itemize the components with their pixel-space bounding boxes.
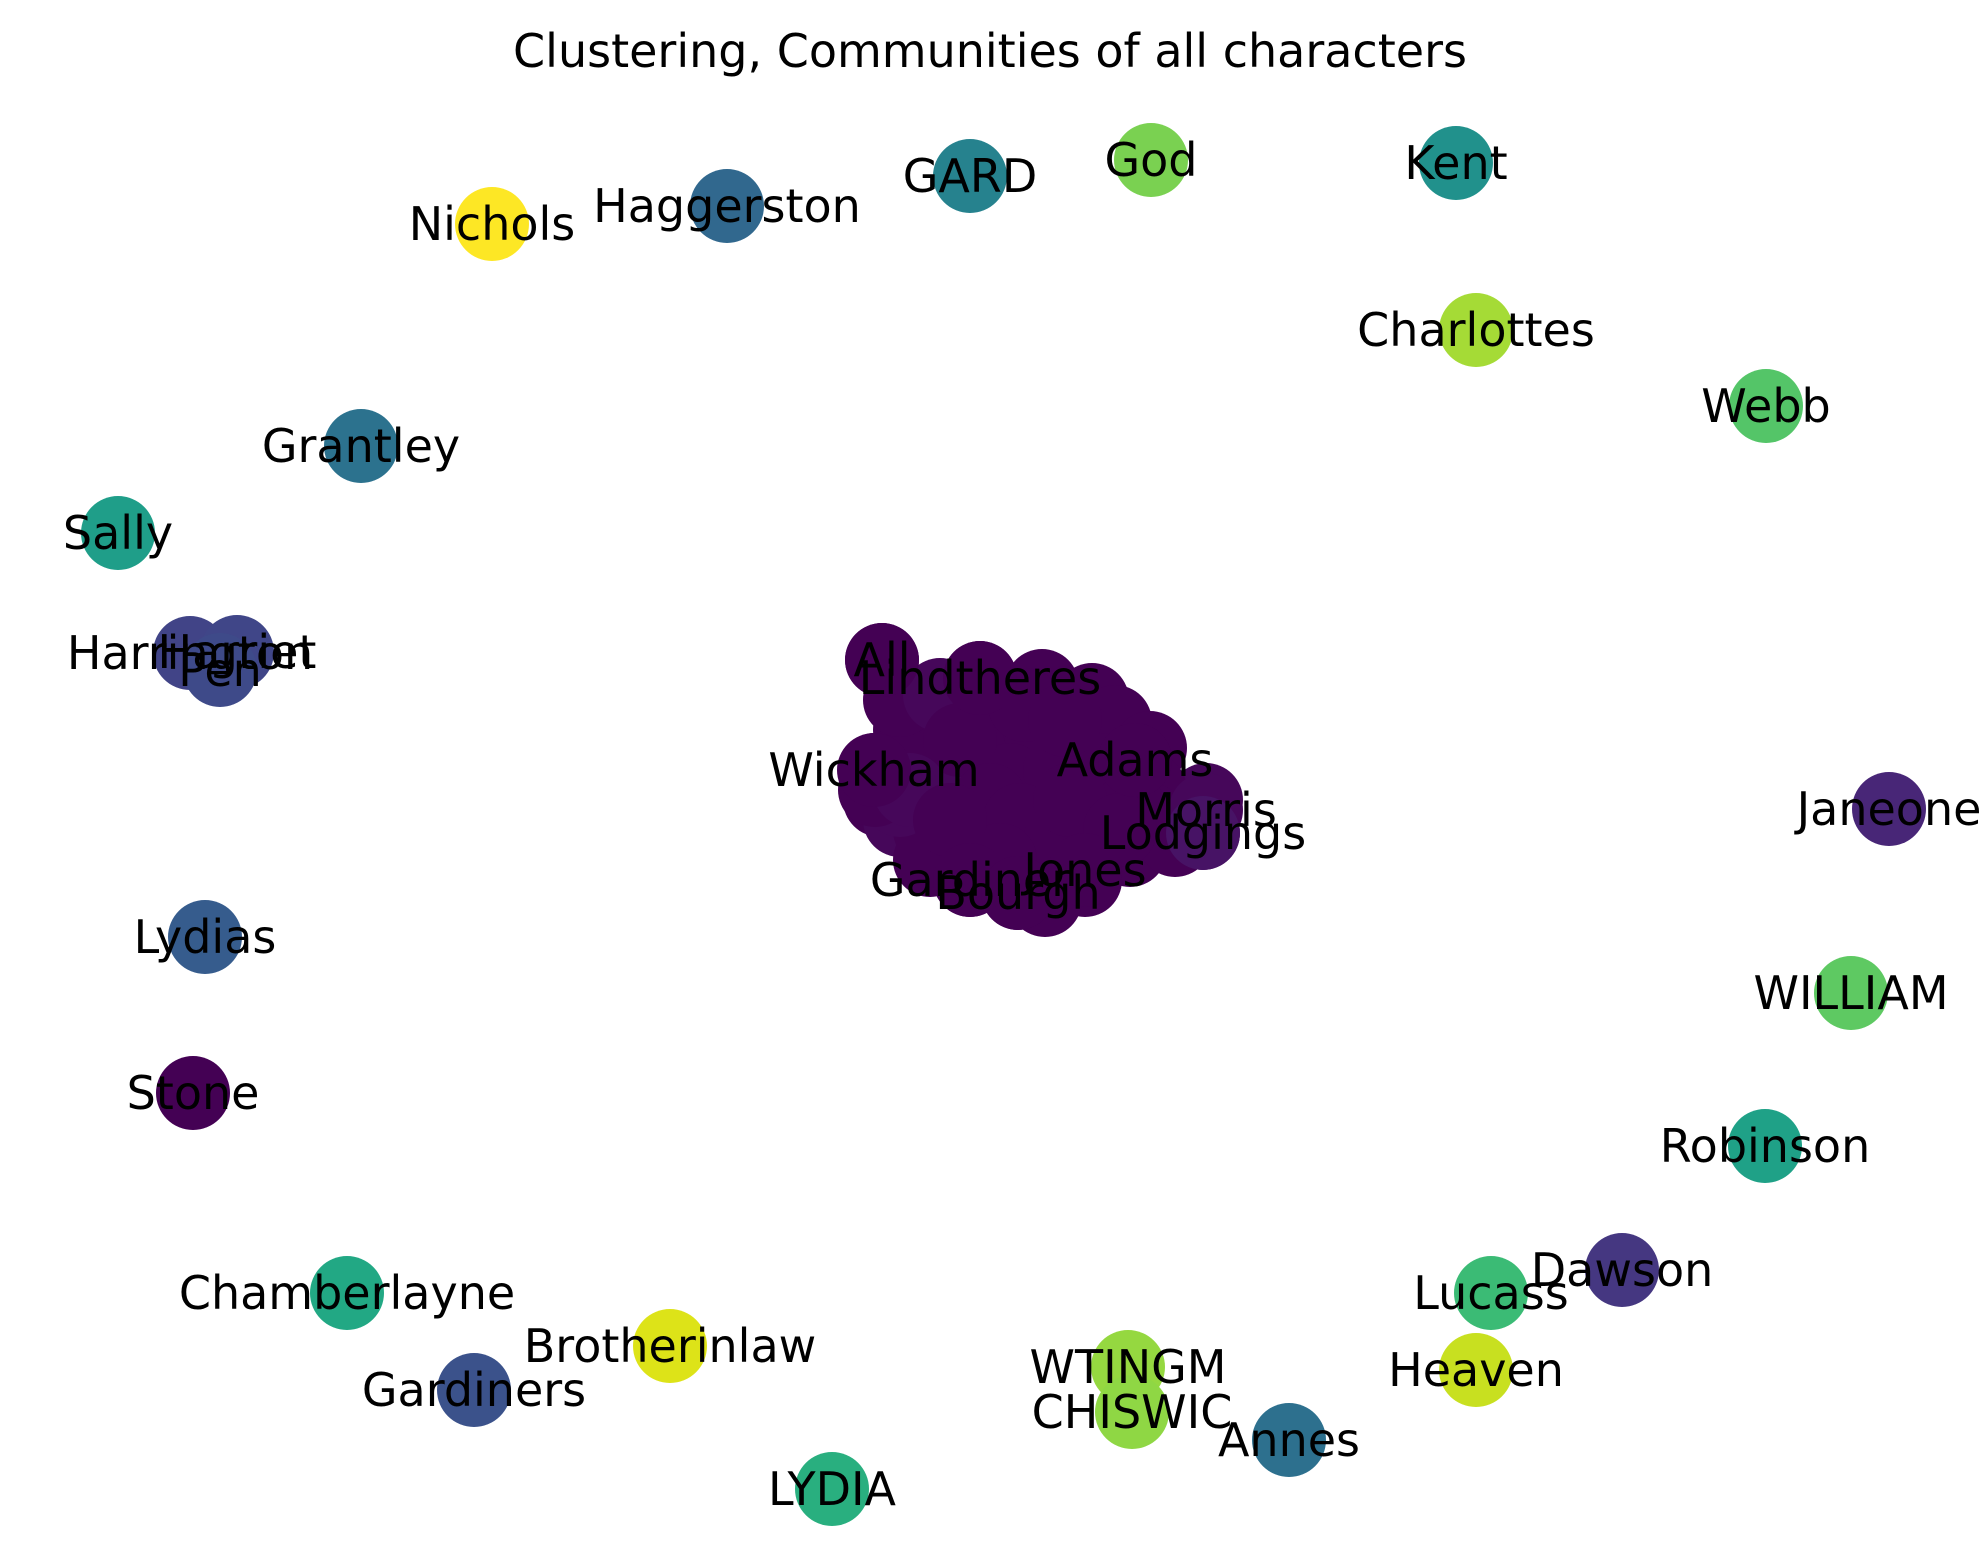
node-label-grantley: Grantley: [262, 419, 460, 473]
node-lindtheres: [943, 641, 1017, 715]
node-label-sally: Sally: [63, 506, 173, 560]
node-label-chamberlayne: Chamberlayne: [179, 1266, 515, 1320]
node-label-dawson: Dawson: [1531, 1243, 1714, 1297]
node-sally: [81, 496, 155, 570]
node-robinson: [1728, 1109, 1802, 1183]
node-stone: [156, 1056, 230, 1130]
node-kent: [1419, 126, 1493, 200]
node-jones: [1048, 833, 1122, 907]
node-label-lindtheres: Lindtheres: [859, 651, 1101, 705]
cluster-node: [913, 783, 987, 857]
node-nichols: [455, 187, 529, 261]
node-janeone: [1852, 772, 1926, 846]
node-label-god: God: [1105, 133, 1198, 187]
node-all: [845, 623, 919, 697]
node-gardiners: [437, 1353, 511, 1427]
node-label-stone: Stone: [127, 1066, 260, 1120]
node-label-lydias: Lydias: [134, 910, 277, 964]
node-label-wtingm: WTINGM: [1030, 1340, 1227, 1394]
node-label-gardiners: Gardiners: [362, 1363, 586, 1417]
node-label-william: WILLIAM: [1753, 966, 1948, 1020]
node-brotherinlaw: [633, 1309, 707, 1383]
node-label-lucass: Lucass: [1413, 1266, 1568, 1320]
node-label-lydia: LYDIA: [768, 1462, 897, 1516]
cluster-node: [1028, 683, 1102, 757]
node-haggerston: [690, 169, 764, 243]
node-label-pen: Pen: [178, 643, 262, 697]
node-label-haggerston: Haggerston: [593, 179, 861, 233]
node-label-morris: Morris: [1135, 783, 1277, 837]
node-pen: [183, 633, 257, 707]
graph-nodes: [81, 123, 1926, 1526]
node-chamberlayne: [310, 1256, 384, 1330]
graph-title: Clustering, Communities of all character…: [513, 24, 1467, 78]
node-label-brotherinlaw: Brotherinlaw: [524, 1319, 817, 1373]
node-label-adams: Adams: [1057, 733, 1214, 787]
node-lodgings: [1166, 796, 1240, 870]
node-annes: [1252, 1403, 1326, 1477]
node-label-chiswic: CHISWIC: [1032, 1385, 1233, 1439]
node-label-webb: Webb: [1701, 379, 1831, 433]
node-label-all: All: [853, 633, 910, 687]
node-label-wickham: Wickham: [768, 743, 979, 797]
node-label-harrington: Harrington: [67, 626, 313, 680]
node-label-gardiner: Gardiner: [870, 853, 1070, 907]
node-william: [1814, 956, 1888, 1030]
node-bourgh: [981, 856, 1055, 930]
node-dawson: [1585, 1233, 1659, 1307]
node-label-kent: Kent: [1404, 136, 1507, 190]
node-lucass: [1454, 1256, 1528, 1330]
node-heaven: [1439, 1333, 1513, 1407]
node-label-janeone: Janeone: [1794, 782, 1980, 836]
node-god: [1114, 123, 1188, 197]
graph-node-labels: Nichols Haggerston GARD God Kent Charlottes We…: [63, 133, 1980, 1516]
node-label-gard: GARD: [903, 149, 1038, 203]
node-webb: [1729, 369, 1803, 443]
node-gard: [933, 139, 1007, 213]
node-charlottes: [1439, 293, 1513, 367]
node-lydia: [795, 1452, 869, 1526]
node-adams: [1098, 723, 1172, 797]
node-label-bourgh: Bourgh: [935, 866, 1100, 920]
node-label-lodgings: Lodgings: [1100, 806, 1306, 860]
node-label-robinson: Robinson: [1660, 1119, 1870, 1173]
node-label-heaven: Heaven: [1388, 1343, 1564, 1397]
node-label-annes: Annes: [1218, 1413, 1360, 1467]
cluster-node: [923, 703, 997, 777]
node-label-harriet: Harriet: [158, 625, 317, 679]
node-label-jones: Jones: [1020, 843, 1146, 897]
node-grantley: [324, 409, 398, 483]
node-label-nichols: Nichols: [409, 197, 576, 251]
node-label-charlottes: Charlottes: [1357, 303, 1595, 357]
node-chiswic: [1095, 1375, 1169, 1449]
node-wickham: [837, 733, 911, 807]
node-lydias: [168, 900, 242, 974]
